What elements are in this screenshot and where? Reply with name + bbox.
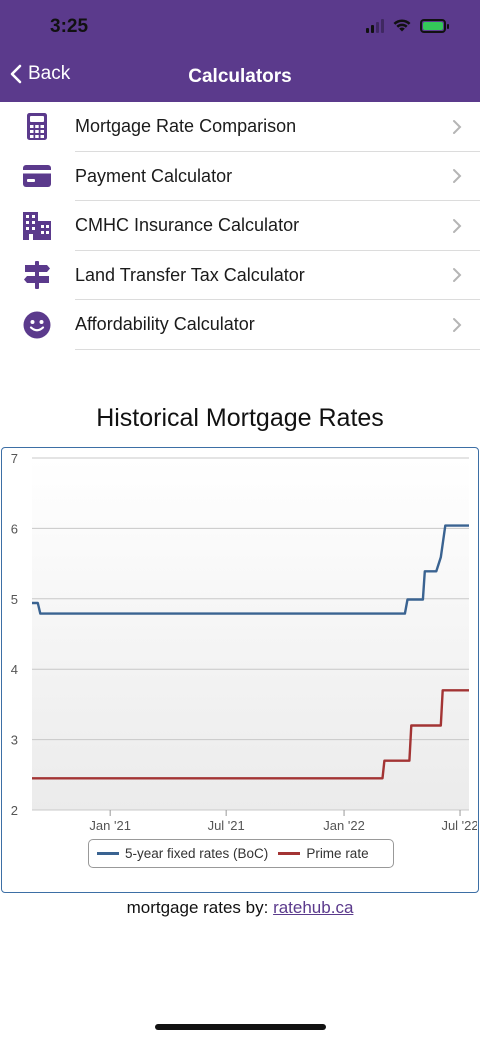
divider [75, 299, 480, 300]
menu-item-cmhc-insurance-calculator[interactable]: CMHC Insurance Calculator [0, 201, 480, 251]
divider [75, 200, 480, 201]
legend-swatch-fixed [97, 852, 119, 855]
back-button[interactable]: Back [10, 63, 70, 85]
wifi-icon [393, 19, 411, 32]
cellular-signal-icon [366, 18, 384, 33]
series-line-fixed [32, 524, 469, 615]
menu-item-label: Land Transfer Tax Calculator [75, 264, 305, 285]
menu-item-label: CMHC Insurance Calculator [75, 215, 300, 236]
legend-item-prime[interactable]: Prime rate [278, 846, 369, 861]
signpost-icon [23, 261, 50, 290]
building-icon [22, 211, 51, 240]
menu-item-payment-calculator[interactable]: Payment Calculator [0, 152, 480, 201]
x-tick-label: Jan '21 [89, 818, 131, 833]
calculator-icon [26, 113, 47, 141]
divider [75, 150, 480, 152]
chevron-left-icon [10, 64, 22, 84]
home-indicator [155, 1024, 326, 1030]
legend-item-fixed[interactable]: 5-year fixed rates (BoC) [97, 846, 268, 861]
y-tick-label: 4 [11, 662, 18, 677]
legend-label-fixed: 5-year fixed rates (BoC) [125, 846, 269, 861]
rates-credit: mortgage rates by: ratehub.ca [0, 898, 480, 918]
x-tick-label: Jul '21 [208, 818, 245, 833]
status-icons [366, 18, 449, 33]
menu-item-label: Mortgage Rate Comparison [75, 116, 297, 137]
status-time: 3:25 [50, 16, 89, 37]
chevron-right-icon [453, 317, 462, 332]
menu-item-land-transfer-tax-calculator[interactable]: Land Transfer Tax Calculator [0, 251, 480, 300]
y-tick-label: 2 [11, 803, 18, 818]
menu-item-label: Affordability Calculator [75, 314, 255, 335]
x-tick-label: Jul '22 [441, 818, 477, 833]
menu-item-mortgage-rate-comparison[interactable]: Mortgage Rate Comparison [0, 102, 480, 152]
chevron-right-icon [453, 218, 462, 233]
back-label: Back [28, 63, 71, 84]
credit-prefix: mortgage rates by: [126, 898, 269, 917]
chevron-right-icon [453, 119, 462, 134]
chevron-right-icon [453, 169, 462, 184]
x-tick-label: Jan '22 [323, 818, 365, 833]
y-tick-label: 5 [11, 592, 18, 607]
y-tick-label: 6 [11, 521, 18, 536]
legend-swatch-prime [278, 852, 301, 855]
chart-container: 2 3 4 5 6 7 Jan '21 Jul '21 Jan '22 Jul '22 5-yea… [1, 447, 479, 893]
ratehub-link[interactable]: ratehub.ca [273, 898, 354, 917]
y-tick-label: 3 [11, 733, 18, 748]
calculator-list: Mortgage Rate Comparison Payment Calcula… [0, 102, 480, 350]
page-title: Calculators [188, 66, 292, 87]
chevron-right-icon [453, 268, 462, 283]
series-line-prime [32, 689, 469, 780]
menu-item-label: Payment Calculator [75, 165, 233, 186]
menu-item-affordability-calculator[interactable]: Affordability Calculator [0, 300, 480, 350]
divider [75, 249, 480, 251]
plot-area [32, 458, 469, 810]
app-header: 3:25 Back Calculators [0, 0, 480, 102]
chart-title: Historical Mortgage Rates [96, 404, 384, 432]
smiley-icon [23, 311, 50, 339]
divider [75, 348, 480, 350]
legend-label-prime: Prime rate [306, 846, 369, 861]
y-tick-label: 7 [11, 451, 18, 466]
chart-legend: 5-year fixed rates (BoC) Prime rate [88, 839, 394, 868]
battery-icon [420, 18, 449, 33]
rates-line-chart: 2 3 4 5 6 7 Jan '21 Jul '21 Jan '22 Jul '22 [11, 451, 479, 833]
credit-card-icon [22, 165, 51, 188]
